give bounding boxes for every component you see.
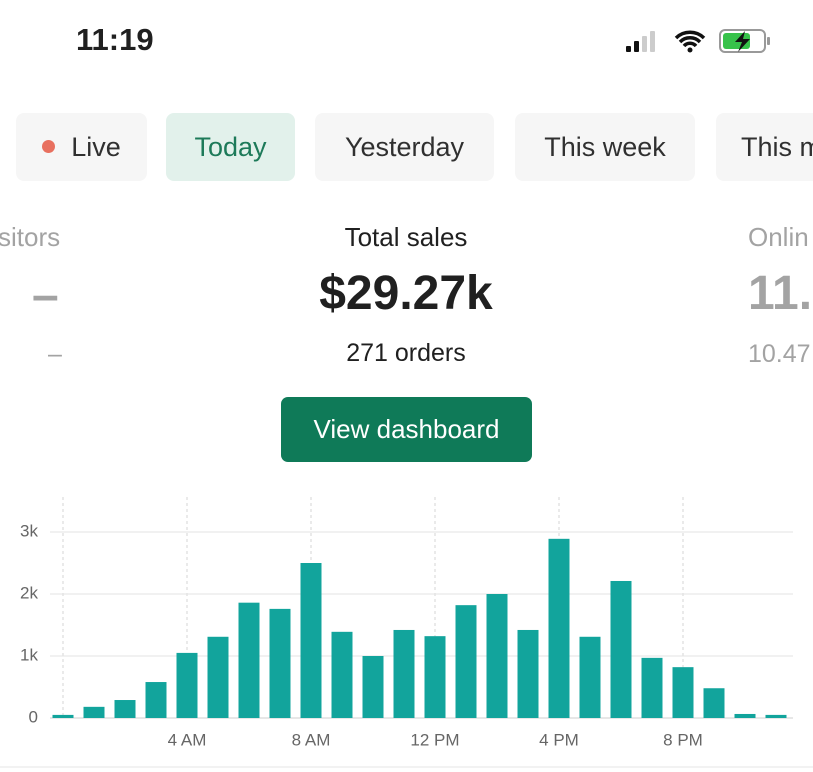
bar (765, 714, 787, 718)
tab[interactable]: Today (166, 113, 295, 181)
tab-label: Yesterday (344, 132, 465, 162)
bar (672, 667, 694, 718)
bar (362, 656, 384, 718)
bar (114, 700, 136, 718)
bar (517, 629, 539, 718)
metric-value: – (32, 269, 59, 322)
metric-sub: 10.47 (748, 340, 811, 368)
metric-label: Total sales (344, 222, 468, 252)
tab-label: Today (194, 132, 267, 162)
metric-value: $29.27k (319, 267, 493, 320)
bar (641, 657, 663, 718)
bar (83, 706, 105, 718)
x-tick-label: 8 AM (292, 730, 331, 749)
tab-label: This week (544, 132, 666, 162)
metric-label: sitors (0, 222, 61, 252)
tab[interactable]: This m (716, 113, 813, 181)
bar (548, 538, 570, 718)
metric-sub: – (48, 340, 62, 368)
bar (176, 652, 198, 718)
x-tick-label: 12 PM (410, 730, 459, 749)
tab[interactable]: Live (16, 113, 147, 181)
bar (455, 605, 477, 718)
y-tick-label: 3k (20, 521, 38, 540)
bar (331, 631, 353, 718)
status-time: 11:19 (76, 22, 154, 57)
bar (610, 580, 632, 718)
bar (703, 688, 725, 718)
bar (486, 594, 508, 718)
y-tick-label: 2k (20, 583, 38, 602)
metric-label: Onlin (748, 222, 809, 252)
bar (207, 636, 229, 718)
bar (269, 608, 291, 718)
bar (300, 563, 322, 718)
bar (145, 682, 167, 718)
tab-label: Live (71, 132, 121, 162)
bar (52, 714, 74, 718)
bar (424, 636, 446, 718)
x-tick-label: 4 AM (168, 730, 207, 749)
bar (238, 602, 260, 718)
view-dashboard-button[interactable]: View dashboard (281, 397, 532, 462)
status-icons (626, 29, 770, 53)
metric-sub: 271 orders (346, 339, 466, 367)
x-tick-label: 8 PM (663, 730, 703, 749)
metric-value: 11. (748, 267, 813, 320)
tab[interactable]: Yesterday (315, 113, 494, 181)
bar (393, 629, 415, 718)
tab[interactable]: This week (515, 113, 695, 181)
tab-label: This m (741, 132, 813, 162)
y-tick-label: 1k (20, 645, 38, 664)
bar (734, 713, 756, 718)
bar (579, 636, 601, 718)
y-tick-label: 0 (29, 707, 38, 726)
x-tick-label: 4 PM (539, 730, 579, 749)
